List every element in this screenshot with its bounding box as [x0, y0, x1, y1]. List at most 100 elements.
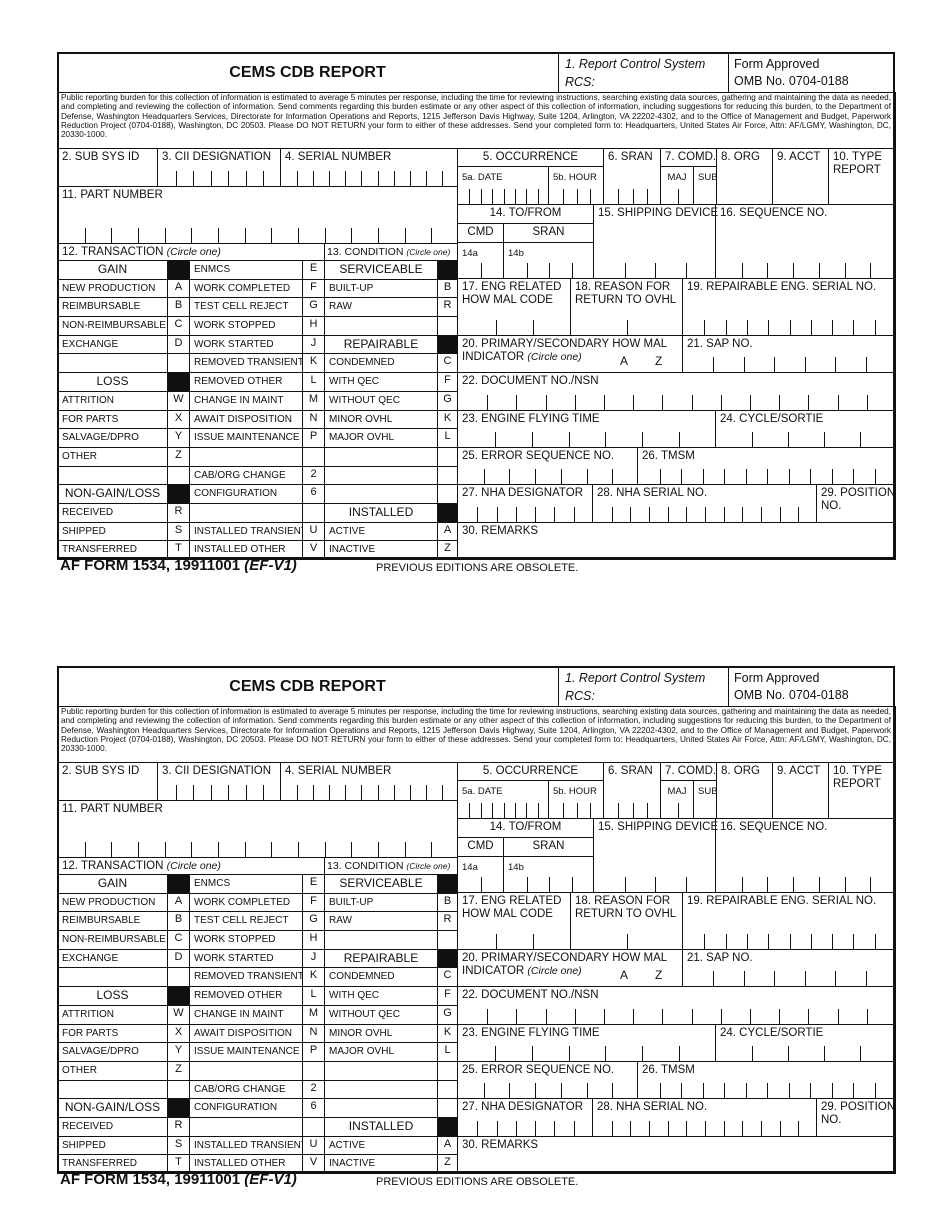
code-option[interactable]: Z: [167, 1060, 190, 1081]
code-option[interactable]: Z: [167, 446, 190, 467]
maj-comd-field[interactable]: MAJ: [660, 166, 694, 205]
code-option[interactable]: W: [167, 390, 190, 411]
remarks-field[interactable]: 30. REMARKS: [457, 1136, 896, 1174]
hour-field[interactable]: 5b. HOUR: [548, 780, 604, 819]
sub-comd-field[interactable]: SUB: [693, 780, 718, 819]
acct-field[interactable]: 9. ACCT: [772, 762, 829, 819]
cii-designation-field[interactable]: 3. CII DESIGNATION: [157, 148, 281, 187]
code-option[interactable]: E: [302, 874, 325, 894]
code-option[interactable]: S: [167, 1135, 190, 1156]
code-option[interactable]: X: [167, 409, 190, 430]
sran-field[interactable]: 6. SRAN: [603, 762, 661, 819]
type-report-field[interactable]: 10. TYPE REPORT: [828, 762, 896, 819]
code-option[interactable]: D: [167, 334, 190, 355]
error-sequence-field[interactable]: 25. ERROR SEQUENCE NO.: [457, 447, 638, 485]
sran-sub-header[interactable]: SRAN: [503, 223, 594, 243]
code-option[interactable]: P: [302, 1042, 325, 1062]
code-option[interactable]: G: [302, 297, 325, 318]
code-option[interactable]: A: [167, 278, 190, 299]
how-mal-option-z[interactable]: Z: [655, 354, 663, 368]
org-field[interactable]: 8. ORG: [716, 762, 773, 819]
code-option[interactable]: V: [302, 540, 325, 560]
sap-no-field[interactable]: 21. SAP NO.: [682, 949, 896, 987]
date-field[interactable]: 5a. DATE: [457, 780, 549, 819]
cycle-sortie-field[interactable]: 24. CYCLE/SORTIE: [715, 1024, 896, 1062]
eng-related-how-mal-field[interactable]: 17. ENG RELATED HOW MAL CODE: [457, 892, 571, 950]
to-from-sran-field[interactable]: 14b: [503, 242, 594, 279]
code-option[interactable]: B: [437, 892, 458, 913]
type-report-field[interactable]: 10. TYPE REPORT: [828, 148, 896, 205]
occurrence-header[interactable]: 5. OCCURRENCE: [457, 148, 604, 167]
tmsm-field[interactable]: 26. TMSM: [637, 1061, 896, 1099]
sub-sys-id-field[interactable]: 2. SUB SYS ID: [57, 762, 158, 801]
part-number-field[interactable]: 11. PART NUMBER: [57, 800, 458, 858]
document-no-field[interactable]: 22. DOCUMENT NO./NSN: [457, 372, 896, 411]
how-mal-option-a[interactable]: A: [620, 354, 629, 368]
nha-designator-field[interactable]: 27. NHA DESIGNATOR: [457, 1098, 593, 1137]
code-option[interactable]: A: [167, 892, 190, 913]
code-option[interactable]: U: [302, 1135, 325, 1156]
code-option[interactable]: E: [302, 260, 325, 280]
code-option[interactable]: B: [167, 297, 190, 318]
code-option[interactable]: U: [302, 521, 325, 542]
code-option[interactable]: J: [302, 948, 325, 969]
cii-designation-field[interactable]: 3. CII DESIGNATION: [157, 762, 281, 801]
code-option[interactable]: C: [167, 930, 190, 950]
sub-comd-field[interactable]: SUB: [693, 166, 718, 205]
code-option[interactable]: 6: [302, 1098, 325, 1118]
code-option[interactable]: C: [167, 316, 190, 336]
shipping-device-field[interactable]: 15. SHIPPING DEVICE: [593, 204, 718, 279]
condition-header[interactable]: 13. CONDITION (Circle one): [324, 857, 458, 875]
part-number-field[interactable]: 11. PART NUMBER: [57, 186, 458, 244]
code-option[interactable]: C: [437, 353, 458, 374]
how-mal-indicator-field[interactable]: 20. PRIMARY/SECONDARY HOW MAL INDICATOR (…: [457, 949, 683, 987]
transaction-header[interactable]: 12. TRANSACTION (Circle one): [57, 243, 325, 261]
code-option[interactable]: G: [437, 390, 458, 411]
code-option[interactable]: K: [437, 409, 458, 430]
occurrence-header[interactable]: 5. OCCURRENCE: [457, 762, 604, 781]
code-option[interactable]: Y: [167, 1042, 190, 1062]
nha-serial-field[interactable]: 28. NHA SERIAL NO.: [592, 1098, 817, 1137]
code-option[interactable]: Y: [167, 428, 190, 448]
nha-serial-field[interactable]: 28. NHA SERIAL NO.: [592, 484, 817, 523]
code-option[interactable]: R: [167, 1116, 190, 1137]
code-option[interactable]: 2: [302, 1079, 325, 1100]
code-option[interactable]: H: [302, 930, 325, 950]
code-option[interactable]: M: [302, 390, 325, 411]
code-option[interactable]: R: [437, 911, 458, 932]
code-option[interactable]: K: [302, 967, 325, 988]
nha-designator-field[interactable]: 27. NHA DESIGNATOR: [457, 484, 593, 523]
document-no-field[interactable]: 22. DOCUMENT NO./NSN: [457, 986, 896, 1025]
code-option[interactable]: Z: [437, 1154, 458, 1174]
tmsm-field[interactable]: 26. TMSM: [637, 447, 896, 485]
condition-header[interactable]: 13. CONDITION (Circle one): [324, 243, 458, 261]
position-no-field[interactable]: 29. POSITION NO.: [816, 1098, 896, 1137]
code-option[interactable]: N: [302, 1023, 325, 1044]
code-option[interactable]: L: [302, 986, 325, 1006]
code-option[interactable]: B: [437, 278, 458, 299]
cmd-header[interactable]: CMD: [457, 837, 504, 857]
reason-return-ovhl-field[interactable]: 18. REASON FOR RETURN TO OVHL: [570, 278, 683, 336]
sub-sys-id-field[interactable]: 2. SUB SYS ID: [57, 148, 158, 187]
cmd-header[interactable]: CMD: [457, 223, 504, 243]
code-option[interactable]: F: [437, 372, 458, 392]
code-option[interactable]: H: [302, 316, 325, 336]
code-option[interactable]: Z: [437, 540, 458, 560]
comd-header[interactable]: 7. COMD.: [660, 148, 717, 167]
maj-comd-field[interactable]: MAJ: [660, 780, 694, 819]
date-field[interactable]: 5a. DATE: [457, 166, 549, 205]
cycle-sortie-field[interactable]: 24. CYCLE/SORTIE: [715, 410, 896, 448]
code-option[interactable]: F: [302, 278, 325, 299]
serial-number-field[interactable]: 4. SERIAL NUMBER: [280, 148, 458, 187]
to-from-cmd-field[interactable]: 14a: [457, 242, 504, 279]
remarks-field[interactable]: 30. REMARKS: [457, 522, 896, 560]
code-option[interactable]: B: [167, 911, 190, 932]
code-option[interactable]: 2: [302, 465, 325, 486]
code-option[interactable]: L: [437, 1042, 458, 1062]
transaction-header[interactable]: 12. TRANSACTION (Circle one): [57, 857, 325, 875]
to-from-cmd-field[interactable]: 14a: [457, 856, 504, 893]
code-option[interactable]: D: [167, 948, 190, 969]
sequence-no-field[interactable]: 16. SEQUENCE NO.: [715, 818, 896, 893]
code-option[interactable]: P: [302, 428, 325, 448]
code-option[interactable]: A: [437, 1135, 458, 1156]
